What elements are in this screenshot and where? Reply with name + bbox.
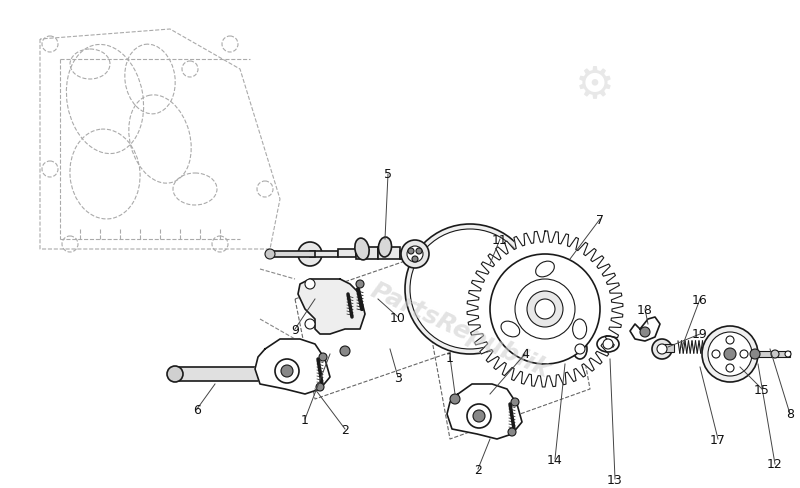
Circle shape xyxy=(652,339,672,359)
Text: 18: 18 xyxy=(637,303,653,316)
Text: 7: 7 xyxy=(596,213,604,226)
Circle shape xyxy=(305,280,315,289)
Text: 19: 19 xyxy=(692,328,708,341)
Circle shape xyxy=(726,364,734,372)
Polygon shape xyxy=(40,30,280,249)
Polygon shape xyxy=(467,231,623,387)
Text: 3: 3 xyxy=(394,371,402,384)
Ellipse shape xyxy=(501,322,520,337)
Text: 8: 8 xyxy=(786,407,794,421)
Text: 1: 1 xyxy=(301,413,309,426)
Text: 14: 14 xyxy=(547,452,563,466)
Text: 4: 4 xyxy=(521,348,529,361)
Circle shape xyxy=(450,394,460,404)
Circle shape xyxy=(726,336,734,345)
Ellipse shape xyxy=(355,239,369,261)
Bar xyxy=(338,249,356,258)
Circle shape xyxy=(319,353,327,361)
Bar xyxy=(400,251,420,260)
Circle shape xyxy=(277,366,293,382)
Circle shape xyxy=(265,249,275,260)
Circle shape xyxy=(708,332,752,376)
Circle shape xyxy=(527,291,563,327)
Circle shape xyxy=(702,326,758,382)
Circle shape xyxy=(575,345,585,354)
Bar xyxy=(662,345,674,352)
Text: 12: 12 xyxy=(767,458,783,470)
Text: 1: 1 xyxy=(446,351,454,364)
Text: ⚙: ⚙ xyxy=(575,63,615,106)
Circle shape xyxy=(416,248,422,254)
Circle shape xyxy=(316,383,324,391)
Bar xyxy=(270,251,315,258)
Bar xyxy=(378,247,400,260)
Circle shape xyxy=(785,351,791,357)
Ellipse shape xyxy=(573,339,587,359)
Circle shape xyxy=(340,346,350,356)
Circle shape xyxy=(408,248,414,254)
Circle shape xyxy=(535,299,555,319)
Polygon shape xyxy=(447,384,522,439)
Text: 9: 9 xyxy=(291,323,299,336)
Circle shape xyxy=(401,241,429,268)
Circle shape xyxy=(467,404,491,428)
Circle shape xyxy=(167,366,183,382)
Text: 13: 13 xyxy=(607,472,623,486)
Polygon shape xyxy=(255,339,330,394)
Circle shape xyxy=(473,410,485,422)
Polygon shape xyxy=(630,317,660,341)
Text: 17: 17 xyxy=(710,433,726,446)
Circle shape xyxy=(490,254,600,364)
Circle shape xyxy=(407,246,423,263)
Circle shape xyxy=(724,348,736,360)
Circle shape xyxy=(657,345,667,354)
Circle shape xyxy=(603,339,613,349)
Text: 11: 11 xyxy=(492,233,508,246)
Text: 5: 5 xyxy=(384,168,392,181)
Circle shape xyxy=(712,350,720,358)
Bar xyxy=(356,247,378,260)
Circle shape xyxy=(771,350,779,358)
Circle shape xyxy=(305,319,315,329)
Text: 15: 15 xyxy=(754,383,770,396)
Text: 6: 6 xyxy=(193,403,201,416)
Circle shape xyxy=(412,257,418,263)
Circle shape xyxy=(511,398,519,406)
Circle shape xyxy=(750,349,760,359)
Ellipse shape xyxy=(597,336,619,352)
Circle shape xyxy=(298,243,322,266)
Circle shape xyxy=(410,229,530,349)
Ellipse shape xyxy=(536,262,554,277)
Ellipse shape xyxy=(573,319,586,339)
Circle shape xyxy=(356,281,364,288)
Ellipse shape xyxy=(378,238,391,258)
Text: PartsRepublik: PartsRepublik xyxy=(366,277,554,381)
Text: 2: 2 xyxy=(341,423,349,436)
Text: 2: 2 xyxy=(474,463,482,475)
Circle shape xyxy=(281,365,293,377)
Bar xyxy=(175,367,285,381)
Circle shape xyxy=(508,428,516,436)
Circle shape xyxy=(275,359,299,383)
Circle shape xyxy=(740,350,748,358)
Circle shape xyxy=(640,327,650,337)
Text: 16: 16 xyxy=(692,293,708,306)
Bar xyxy=(755,351,790,357)
Bar xyxy=(310,251,338,258)
Text: 10: 10 xyxy=(390,311,406,324)
Circle shape xyxy=(515,280,575,339)
Circle shape xyxy=(405,224,535,354)
Polygon shape xyxy=(298,280,365,334)
